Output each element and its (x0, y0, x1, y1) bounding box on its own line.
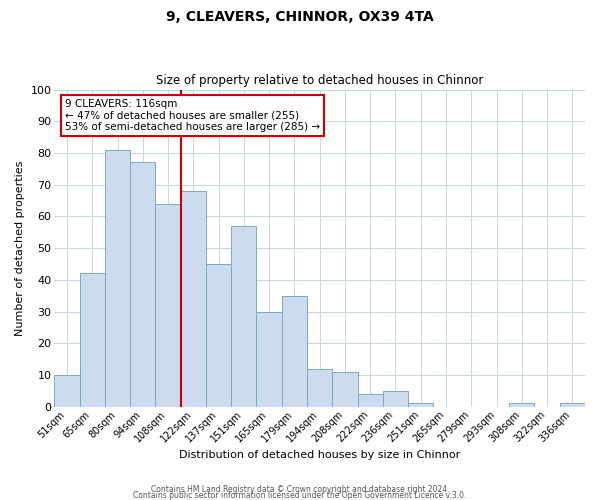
Bar (256, 312, 282, 406)
Y-axis label: Number of detached properties: Number of detached properties (15, 160, 25, 336)
Bar (282, 296, 307, 406)
X-axis label: Distribution of detached houses by size in Chinnor: Distribution of detached houses by size … (179, 450, 460, 460)
Bar (332, 372, 358, 406)
Text: Contains HM Land Registry data © Crown copyright and database right 2024.: Contains HM Land Registry data © Crown c… (151, 484, 449, 494)
Bar (130, 162, 155, 406)
Bar (358, 394, 383, 406)
Bar (560, 404, 585, 406)
Bar (105, 150, 130, 406)
Bar (509, 404, 535, 406)
Bar (231, 226, 256, 406)
Text: 9 CLEAVERS: 116sqm
← 47% of detached houses are smaller (255)
53% of semi-detach: 9 CLEAVERS: 116sqm ← 47% of detached hou… (65, 99, 320, 132)
Bar (55, 375, 80, 406)
Text: 9, CLEAVERS, CHINNOR, OX39 4TA: 9, CLEAVERS, CHINNOR, OX39 4TA (166, 10, 434, 24)
Text: Contains public sector information licensed under the Open Government Licence v.: Contains public sector information licen… (133, 490, 467, 500)
Bar (307, 368, 332, 406)
Bar (181, 191, 206, 406)
Bar (206, 264, 231, 406)
Bar (408, 404, 433, 406)
Bar (383, 391, 408, 406)
Title: Size of property relative to detached houses in Chinnor: Size of property relative to detached ho… (156, 74, 484, 87)
Bar (80, 274, 105, 406)
Bar (155, 204, 181, 406)
